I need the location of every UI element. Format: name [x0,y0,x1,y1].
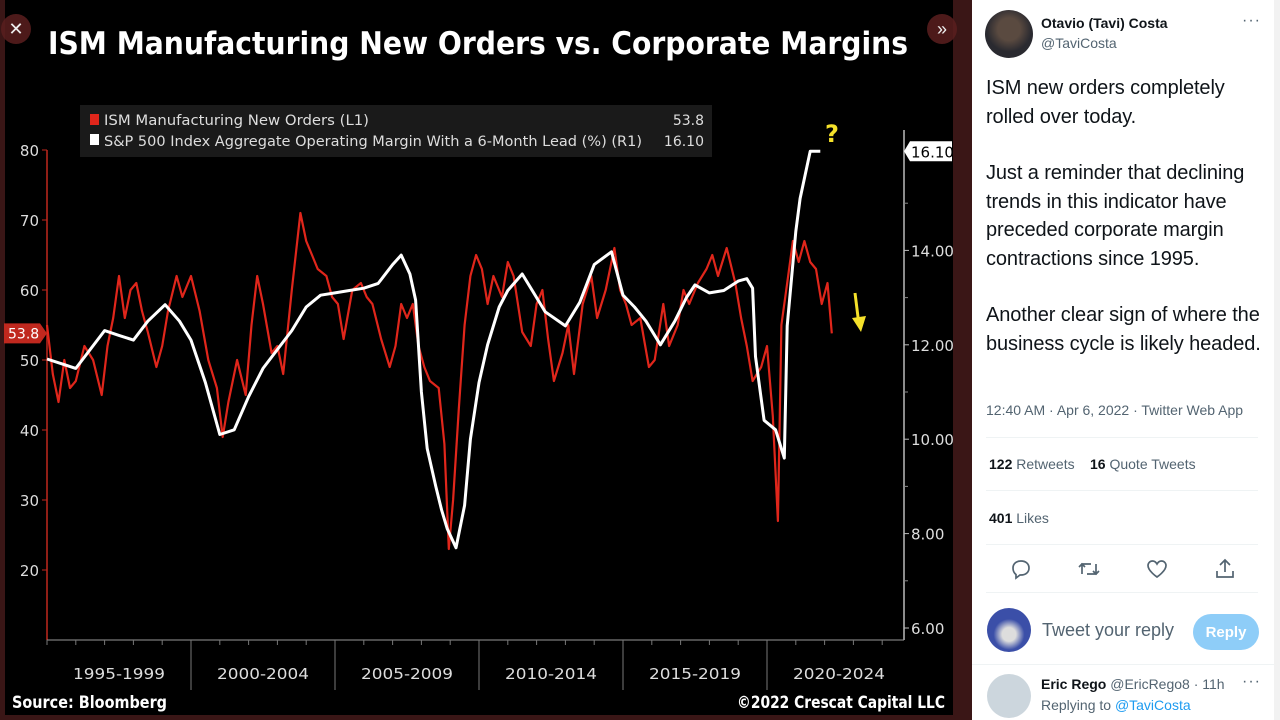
replying-to: Replying to @TaviCosta [1041,697,1191,714]
tweet-paragraph: Just a reminder that declining trends in… [986,162,1245,270]
user-avatar [987,608,1031,652]
quotes-count: 16 [1090,456,1106,472]
left-tick-label: 30 [20,492,39,510]
like-icon[interactable] [1145,557,1169,581]
replying-to-handle[interactable]: @TaviCosta [1114,697,1191,713]
legend-value-ism: 53.8 [673,113,704,129]
reply-icon[interactable] [1009,557,1033,581]
author-avatar[interactable] [985,10,1033,58]
x-tick-label: 2000-2004 [217,665,309,683]
reply-author-name[interactable]: Eric Rego [1041,676,1107,692]
reply-button[interactable]: Reply [1193,614,1259,650]
legend-swatch-margin [90,134,99,145]
double-chevron-right-icon: » [936,18,947,39]
close-icon: ✕ [8,18,24,39]
tweet-panel: Otavio (Tavi) Costa @TaviCosta ··· ISM n… [972,0,1280,720]
close-button[interactable]: ✕ [1,14,31,44]
tweet-meta[interactable]: 12:40 AM · Apr 6, 2022 · Twitter Web App [986,402,1244,418]
left-last-value: 53.8 [8,326,39,342]
x-tick-label: 2005-2009 [361,665,453,683]
likes-count: 401 [989,510,1013,526]
left-last-value-tag [4,323,47,344]
next-button[interactable]: » [927,14,957,44]
left-tick-label: 40 [20,422,39,440]
x-tick-label: 2015-2019 [649,665,741,683]
left-tick-label: 50 [20,352,39,370]
chart-source: Source: Bloomberg [12,693,167,713]
retweets-stat[interactable]: 122 Retweets [989,456,1075,472]
media-viewer: ISM Manufacturing New Orders vs. Corpora… [1,0,957,715]
annotation-question: ? [825,120,839,148]
chart-title: ISM Manufacturing New Orders vs. Corpora… [48,26,908,62]
retweets-count: 122 [989,456,1013,472]
retweet-icon[interactable] [1077,557,1101,581]
right-tick-label: 6.00 [911,620,944,638]
reply-author-avatar[interactable] [987,674,1031,718]
quotes-label: Quote Tweets [1109,456,1196,472]
tweet-text: ISM new orders completely rolled over to… [986,74,1276,386]
chart-copyright: ©2022 Crescat Capital LLC [737,693,945,713]
right-tick-label: 8.00 [911,526,944,544]
legend-box [80,105,712,157]
author-handle[interactable]: @TaviCosta [1041,35,1117,51]
margin-series-line [46,149,821,550]
x-tick-label: 1995-1999 [73,665,165,683]
reply-header: Eric Rego @EricRego8 · 11h [1041,676,1225,692]
replying-to-label: Replying to [1041,697,1112,713]
divider [986,544,1258,545]
x-tick-label: 2010-2014 [505,665,597,683]
reply-more-icon[interactable]: ··· [1242,673,1261,690]
reply-input[interactable]: Tweet your reply [1042,620,1175,640]
right-last-value: 16.10 [911,143,954,161]
x-tick-label: 2020-2024 [793,665,885,683]
share-icon[interactable] [1213,557,1237,581]
tweet-paragraph: ISM new orders completely rolled over to… [986,77,1225,128]
legend-value-margin: 16.10 [664,134,704,150]
down-arrow-icon [852,292,866,332]
ism-series-line [45,211,833,551]
divider [986,490,1258,491]
author-name[interactable]: Otavio (Tavi) Costa [1041,15,1168,31]
left-tick-label: 20 [20,562,39,580]
retweets-label: Retweets [1016,456,1075,472]
legend-label-margin: S&P 500 Index Aggregate Operating Margin… [104,134,642,150]
more-icon[interactable]: ··· [1242,12,1261,29]
quotes-stat[interactable]: 16 Quote Tweets [1090,456,1196,472]
right-tick-label: 12.00 [911,337,954,355]
scrollbar[interactable] [1274,0,1280,720]
likes-stat[interactable]: 401 Likes [989,510,1049,526]
right-tick-label: 10.00 [911,431,954,449]
tweet-paragraph: Another clear sign of where the business… [986,304,1261,355]
legend-swatch-ism [90,114,99,125]
left-tick-label: 70 [20,212,39,230]
right-last-value-tag [904,141,952,162]
chart-series [45,149,833,551]
likes-label: Likes [1016,510,1049,526]
left-tick-label: 80 [20,142,39,160]
divider [986,592,1258,593]
left-tick-label: 60 [20,282,39,300]
legend-label-ism: ISM Manufacturing New Orders (L1) [104,113,369,129]
right-tick-label: 14.00 [911,242,954,260]
divider [972,664,1274,665]
chart-axes: 20 30 40 50 60 70 80 6.00 8.00 10.00 12.00 14.00 199… [4,130,954,690]
reply-author-handle[interactable]: @EricRego8 [1110,676,1190,692]
chart-svg: ISM Manufacturing New Orders vs. Corpora… [4,26,954,713]
divider [986,437,1258,438]
reply-time: · 11h [1193,676,1225,692]
